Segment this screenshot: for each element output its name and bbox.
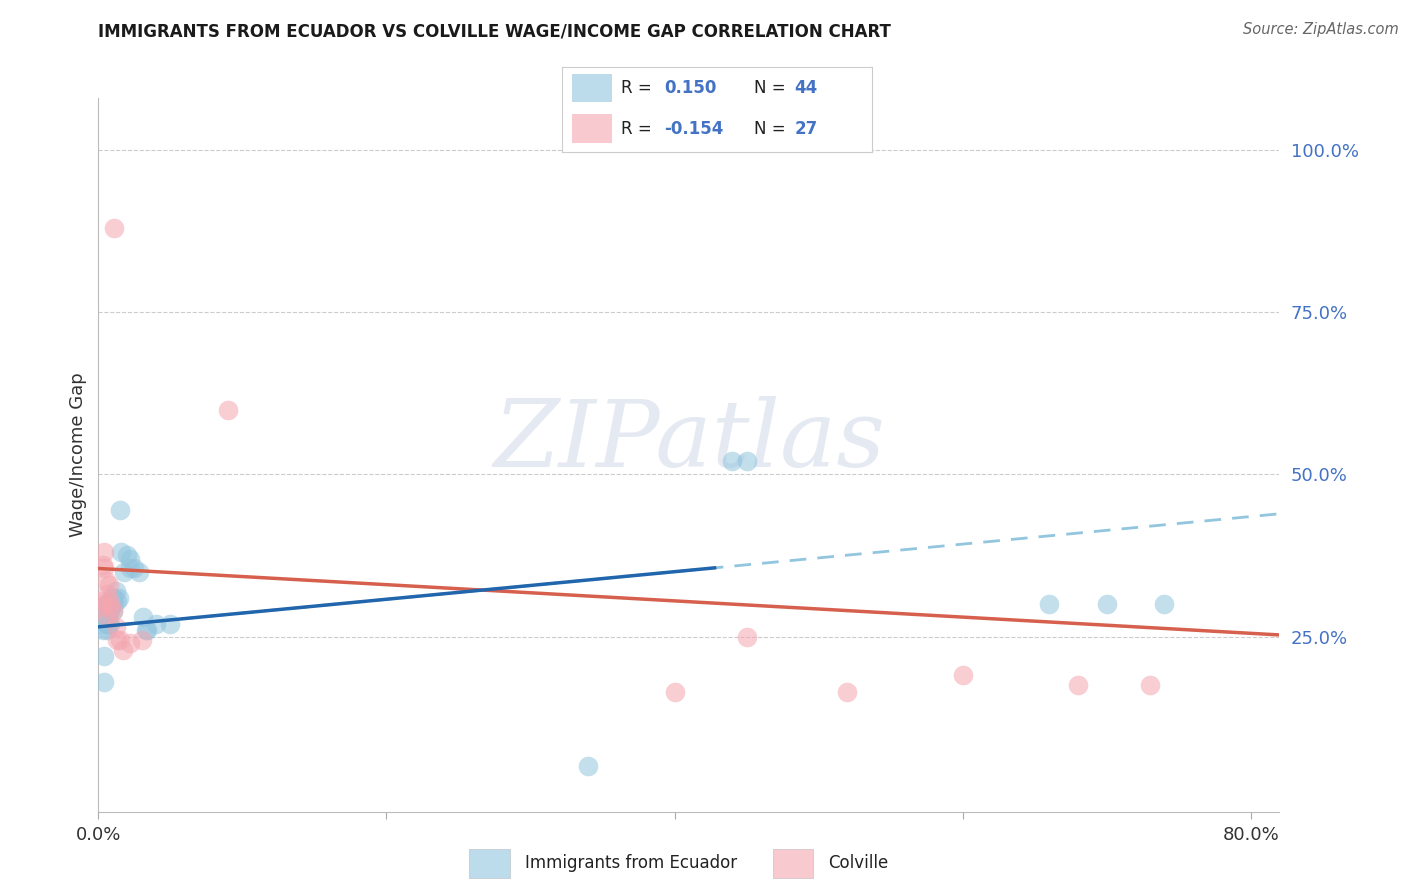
Text: Colville: Colville [828, 854, 889, 872]
Point [100, 597, 122, 611]
Point [97, 597, 120, 611]
Point [101, 591, 124, 605]
Point [90, 607, 112, 621]
Point [1067, 678, 1090, 692]
Point [103, 597, 125, 611]
Point [93, 561, 115, 575]
Point [101, 604, 124, 618]
Point [100, 600, 122, 615]
Point [217, 402, 239, 417]
Point [94, 610, 117, 624]
Y-axis label: Wage/Income Gap: Wage/Income Gap [69, 373, 87, 537]
Point [91, 623, 114, 637]
Point [576, 759, 599, 773]
Point [103, 591, 125, 605]
Point [98, 594, 121, 608]
Point [108, 503, 131, 517]
Text: Source: ZipAtlas.com: Source: ZipAtlas.com [1243, 22, 1399, 37]
Point [97, 577, 120, 591]
Point [96, 600, 118, 615]
Point [1038, 597, 1060, 611]
Point [111, 642, 134, 657]
Point [94, 597, 117, 611]
Point [120, 561, 142, 575]
Point [105, 594, 128, 608]
Point [107, 591, 129, 605]
Point [93, 648, 115, 663]
Point [94, 597, 117, 611]
Bar [572, 114, 612, 143]
Text: Immigrants from Ecuador: Immigrants from Ecuador [524, 854, 737, 872]
Point [96, 587, 118, 601]
Point [135, 623, 157, 637]
Point [98, 616, 121, 631]
Point [128, 565, 150, 579]
Point [1153, 597, 1175, 611]
Point [96, 616, 118, 631]
Point [100, 591, 122, 605]
Point [1095, 597, 1118, 611]
Point [105, 632, 128, 647]
Point [91, 558, 114, 573]
Point [136, 623, 159, 637]
Point [120, 636, 142, 650]
Text: -0.154: -0.154 [665, 120, 724, 137]
Point [96, 623, 118, 637]
Point [104, 620, 127, 634]
Text: IMMIGRANTS FROM ECUADOR VS COLVILLE WAGE/INCOME GAP CORRELATION CHART: IMMIGRANTS FROM ECUADOR VS COLVILLE WAGE… [98, 22, 891, 40]
Point [93, 675, 115, 690]
Point [96, 610, 118, 624]
Point [97, 616, 120, 631]
Point [1139, 678, 1161, 692]
Point [97, 604, 120, 618]
Point [112, 565, 135, 579]
Point [735, 454, 758, 468]
Text: R =: R = [621, 120, 652, 137]
Point [91, 594, 114, 608]
Text: 27: 27 [794, 120, 818, 137]
Point [98, 594, 121, 608]
Bar [470, 849, 509, 878]
Point [664, 684, 686, 698]
Point [124, 561, 146, 575]
Point [837, 684, 859, 698]
Point [145, 616, 167, 631]
Text: 0.150: 0.150 [665, 79, 717, 97]
Point [90, 600, 112, 615]
Point [120, 551, 142, 566]
Point [952, 668, 974, 682]
Point [159, 616, 181, 631]
Point [735, 630, 758, 644]
Text: R =: R = [621, 79, 652, 97]
Text: ZIPatlas: ZIPatlas [494, 396, 884, 485]
Text: N =: N = [754, 120, 786, 137]
Point [131, 632, 153, 647]
Text: N =: N = [754, 79, 786, 97]
Point [104, 584, 127, 599]
Point [132, 610, 155, 624]
Point [103, 220, 125, 235]
Bar [773, 849, 813, 878]
Point [110, 545, 132, 559]
Point [101, 604, 124, 618]
Bar [572, 74, 612, 103]
Point [115, 549, 138, 563]
Point [94, 574, 117, 589]
Point [98, 604, 121, 618]
Point [108, 632, 131, 647]
Point [94, 616, 117, 631]
Point [721, 454, 744, 468]
Point [93, 545, 115, 559]
Text: 44: 44 [794, 79, 818, 97]
